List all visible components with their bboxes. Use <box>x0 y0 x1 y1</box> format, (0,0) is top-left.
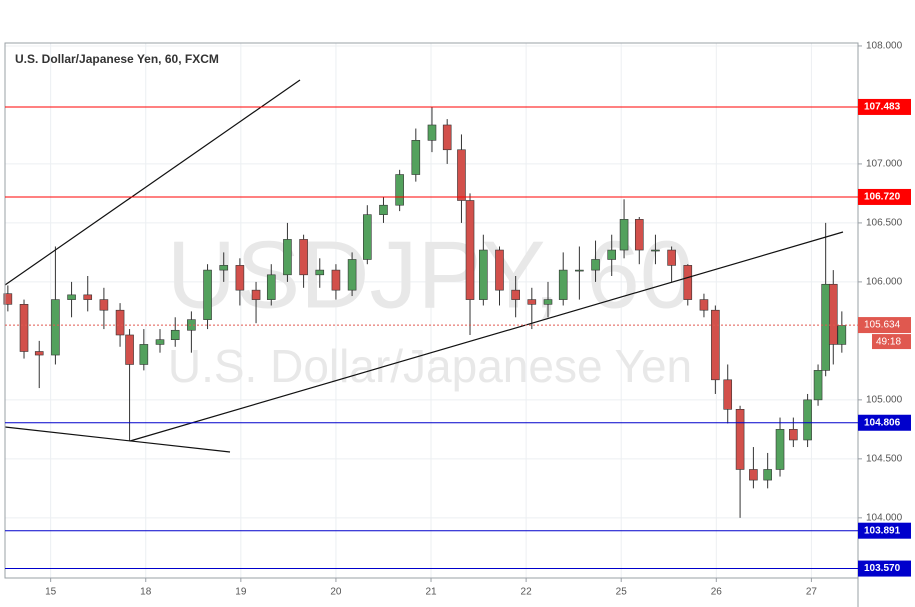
y-tick-label: 106.000 <box>866 277 903 288</box>
y-tick-label: 104.000 <box>866 512 903 523</box>
candle-body <box>828 283 838 345</box>
x-tick-label: 19 <box>235 587 247 598</box>
candle-body <box>821 283 830 371</box>
candle-body <box>575 269 584 272</box>
candle-body <box>479 249 488 300</box>
candle-body <box>347 259 357 291</box>
x-tick-label: 21 <box>425 587 437 598</box>
level-label: 103.570 <box>864 563 901 574</box>
x-tick-label: 15 <box>45 587 57 598</box>
candle-body <box>51 299 60 356</box>
level-label-box <box>858 560 911 577</box>
level-label: 103.891 <box>864 525 901 536</box>
candle-body <box>99 299 109 311</box>
candle-body <box>763 469 772 481</box>
candle-body <box>543 299 553 305</box>
candle-body <box>251 289 261 300</box>
candle-body <box>155 339 165 345</box>
level-label-box <box>858 98 911 115</box>
current-price-box <box>858 317 911 334</box>
candle-body <box>125 334 134 365</box>
y-tick-label: 104.500 <box>866 453 903 464</box>
countdown-label: 49:18 <box>876 337 901 348</box>
candle-body <box>651 249 660 252</box>
labels: 108.000 107.000 106.500 106.000 105.000 104.5… <box>5 41 911 598</box>
x-tick-label: 18 <box>140 587 152 598</box>
y-tick-label: 108.000 <box>866 41 903 52</box>
candle-body <box>315 269 325 276</box>
level-label-box <box>858 522 911 539</box>
candle-body <box>266 274 276 300</box>
trend-line <box>4 426 231 453</box>
candle-body <box>283 239 292 276</box>
candle-body <box>699 299 709 311</box>
y-tick-label: 105.000 <box>866 395 903 406</box>
candle-body <box>299 239 308 276</box>
level-label: 107.483 <box>864 102 901 113</box>
candle-body <box>427 124 437 141</box>
candle-body <box>527 299 537 305</box>
current-price-label: 105.634 <box>864 320 901 331</box>
chart-title: U.S. Dollar/Japanese Yen, 60, FXCM <box>15 52 219 66</box>
candle-body <box>735 409 745 470</box>
countdown-box <box>872 334 911 350</box>
candle-body <box>83 294 93 300</box>
candle-body <box>667 249 676 266</box>
candle-body <box>67 294 76 300</box>
candle-body <box>363 214 372 260</box>
trend-line <box>4 79 301 286</box>
candle-body <box>395 174 404 206</box>
level-label: 104.806 <box>864 417 901 428</box>
candle-body <box>331 269 341 291</box>
x-tick-label: 22 <box>521 587 533 598</box>
candle-body <box>203 269 212 320</box>
candle-body <box>170 329 180 340</box>
candle-body <box>803 399 812 441</box>
candle-body <box>34 351 44 356</box>
candle-body <box>607 249 617 260</box>
candle-body <box>789 429 798 441</box>
candle-body <box>495 249 504 291</box>
candle-body <box>187 319 196 331</box>
candle-body <box>511 289 520 300</box>
y-tick-label: 106.500 <box>866 218 903 229</box>
candle-body <box>235 265 245 291</box>
x-tick-label: 27 <box>806 587 818 598</box>
candle-body <box>837 325 847 345</box>
candle-body <box>591 259 600 271</box>
candle-body <box>683 265 693 300</box>
trend-line <box>129 231 844 442</box>
candle-body <box>723 379 733 410</box>
watermark-subtitle: U.S. Dollar/Japanese Yen <box>168 340 692 392</box>
candle-body <box>775 429 785 470</box>
candle-body <box>465 200 475 300</box>
candle-body <box>411 140 421 175</box>
candle-body <box>442 124 452 151</box>
candle-body <box>379 204 388 215</box>
marks <box>3 107 847 518</box>
x-tick-label: 25 <box>616 587 628 598</box>
candle-body <box>219 265 229 271</box>
level-label-box <box>858 414 911 431</box>
x-tick-label: 26 <box>711 587 723 598</box>
candle-body <box>139 344 149 365</box>
candle-body <box>115 309 125 336</box>
candle-body <box>19 304 29 352</box>
x-tick-label: 20 <box>330 587 342 598</box>
y-tick-label: 107.000 <box>866 159 903 170</box>
candle-body <box>558 269 568 300</box>
level-label: 106.720 <box>864 192 901 203</box>
candle-body <box>3 293 13 305</box>
trend-lines <box>4 79 844 453</box>
candle-body <box>634 219 644 251</box>
watermark: USDJPY, 60 <box>167 221 694 328</box>
candle-body <box>457 149 466 201</box>
candle-body <box>813 370 823 401</box>
candle-body <box>749 469 758 481</box>
candle-body <box>711 309 720 381</box>
level-label-box <box>858 188 911 205</box>
candle-body <box>619 219 629 251</box>
